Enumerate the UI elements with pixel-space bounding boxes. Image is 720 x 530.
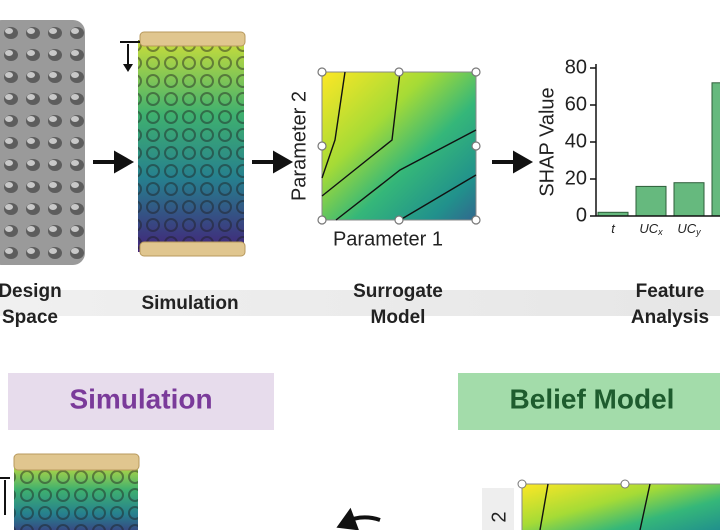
category-base: t: [611, 221, 616, 236]
y-axis-label: SHAP Value: [536, 87, 558, 196]
step-label: Feature: [636, 281, 705, 302]
y-tick-label: 20: [565, 167, 587, 189]
y-tick-label: 40: [565, 130, 587, 152]
x-tick-label: UCx: [639, 221, 663, 237]
y-tick-label: 0: [576, 204, 587, 226]
panel-box: [458, 373, 720, 430]
panel-title: Belief Model: [510, 383, 675, 414]
x-axis-label: Parameter 1: [333, 228, 443, 250]
y-tick-label: 80: [565, 56, 587, 78]
flow-band: [0, 290, 720, 316]
panel-box: [8, 373, 274, 430]
lattice-cylinder: [0, 20, 85, 265]
simulation-cylinder: [0, 453, 140, 530]
x-tick-label: t: [611, 221, 616, 236]
bar: [711, 82, 720, 217]
panel-title: Simulation: [69, 383, 212, 414]
category-base: UC: [677, 221, 696, 236]
step-label: Surrogate: [353, 281, 443, 302]
surrogate-map: 2: [482, 479, 720, 530]
step-label: Design: [0, 281, 62, 302]
bar: [673, 182, 705, 217]
simulation-cylinder: [120, 31, 246, 257]
y-tick-label: 60: [565, 93, 587, 115]
category-sub: y: [695, 227, 701, 237]
step-label: Space: [2, 307, 58, 328]
step-label: Analysis: [631, 307, 709, 328]
category-base: UC: [639, 221, 658, 236]
step-labels: Design Space Simulation Surrogate Model Featu…: [0, 281, 709, 328]
surrogate-map: Parameter 1 Parameter 2: [288, 67, 481, 250]
category-sub: x: [657, 227, 663, 237]
step-label: Model: [371, 307, 426, 328]
arrows: [93, 150, 534, 530]
y-axis-label: 2: [488, 511, 510, 522]
bar: [635, 185, 667, 217]
y-axis-label: Parameter 2: [288, 91, 310, 201]
step-label: Simulation: [141, 293, 238, 314]
x-tick-label: UCy: [677, 221, 701, 237]
